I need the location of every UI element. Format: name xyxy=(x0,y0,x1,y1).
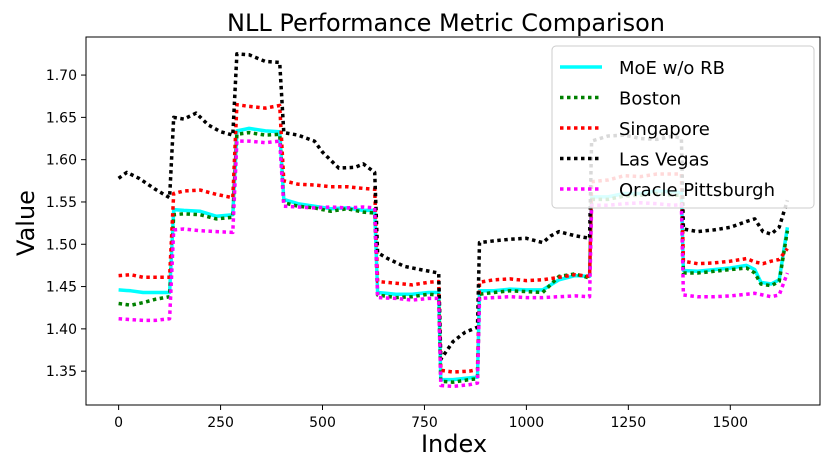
x-tick-label: 1250 xyxy=(611,415,647,431)
y-tick-label: 1.65 xyxy=(46,110,77,126)
series-line-4 xyxy=(118,139,790,389)
x-tick-label: 1000 xyxy=(509,415,545,431)
y-tick-label: 1.70 xyxy=(46,68,77,84)
legend-label: Boston xyxy=(619,89,681,110)
x-tick-label: 1500 xyxy=(712,415,748,431)
y-tick-label: 1.55 xyxy=(46,195,77,211)
series-line-1 xyxy=(118,130,790,384)
x-tick-label: 0 xyxy=(114,415,123,431)
legend-label: Las Vegas xyxy=(619,150,709,171)
y-tick-label: 1.35 xyxy=(46,364,77,380)
chart-title: NLL Performance Metric Comparison xyxy=(227,9,665,37)
legend-label: Singapore xyxy=(619,119,710,140)
x-axis-label: Index xyxy=(421,430,487,458)
y-tick-label: 1.50 xyxy=(46,237,77,253)
legend-label: MoE w/o RB xyxy=(619,58,725,79)
legend-label: Oracle Pittsburgh xyxy=(619,180,775,201)
legend-box xyxy=(551,45,815,209)
x-tick-label: 250 xyxy=(207,415,234,431)
x-tick-label: 750 xyxy=(411,415,438,431)
legend: MoE w/o RB Boston Singapore Las Vegas Oracle… xyxy=(551,45,815,209)
plot-frame xyxy=(85,36,821,406)
y-tick-label: 1.45 xyxy=(46,280,77,296)
y-tick-label: 1.40 xyxy=(46,322,77,338)
y-axis-label: Value xyxy=(12,190,40,256)
x-tick-label: 500 xyxy=(309,415,336,431)
y-tick-label: 1.60 xyxy=(46,153,77,169)
ticks-group: 0 250 500 750 1000 1250 1500 1.35 1.40 1.45 1.50 1.… xyxy=(46,68,748,431)
